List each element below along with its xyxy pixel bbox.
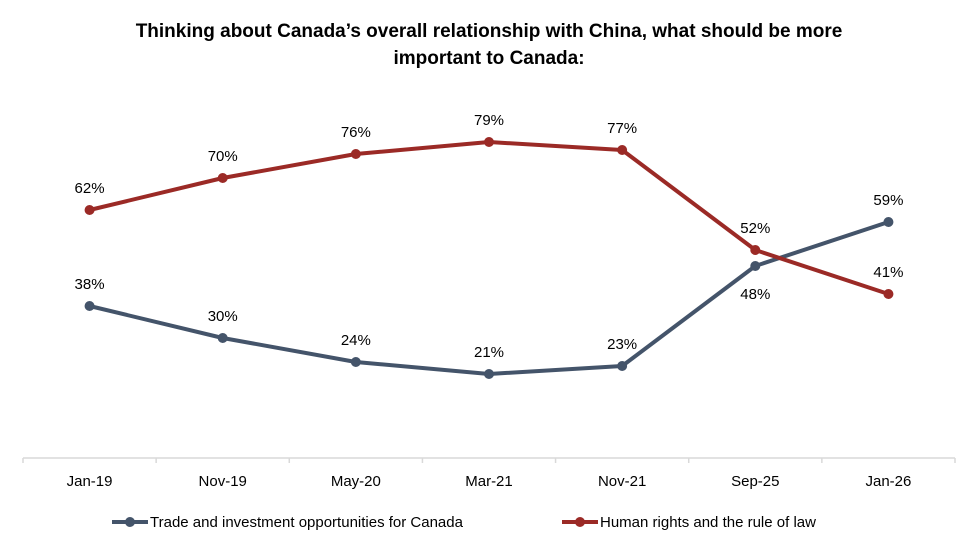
chart-title-line-1: Thinking about Canada’s overall relation… bbox=[135, 21, 843, 42]
x-tick-label: Jan-26 bbox=[865, 473, 911, 490]
x-tick-label: Mar-21 bbox=[465, 473, 513, 490]
data-point bbox=[84, 205, 95, 215]
data-label: 77% bbox=[607, 120, 637, 137]
chart-title-line-2: important to Canada: bbox=[393, 48, 585, 69]
data-label: 52% bbox=[740, 220, 770, 237]
x-tick-label: May-20 bbox=[331, 473, 381, 490]
data-point bbox=[617, 361, 628, 371]
x-axis: Jan-19 Nov-19 May-20 Mar-21 Nov-21 Sep-25 Jan-… bbox=[22, 457, 956, 490]
data-point bbox=[484, 137, 494, 147]
legend-swatch-marker bbox=[125, 517, 135, 527]
data-point bbox=[883, 289, 894, 299]
legend-item: Trade and investment opportunities for C… bbox=[112, 514, 464, 531]
data-label: 38% bbox=[75, 276, 105, 293]
data-point bbox=[750, 245, 761, 255]
x-tick-label: Jan-19 bbox=[67, 473, 113, 490]
data-label: 70% bbox=[208, 148, 238, 165]
data-point bbox=[217, 173, 228, 183]
x-tick-label: Nov-21 bbox=[598, 473, 646, 490]
data-label: 21% bbox=[474, 344, 504, 361]
data-point bbox=[883, 217, 894, 227]
x-tick-label: Sep-25 bbox=[731, 473, 779, 490]
data-label: 23% bbox=[607, 336, 637, 353]
data-label: 62% bbox=[75, 180, 105, 197]
data-label: 41% bbox=[873, 264, 903, 281]
series-trade bbox=[84, 217, 894, 379]
data-label: 76% bbox=[341, 124, 371, 141]
data-labels: 38% 30% 24% 21% 23% 48% 59% 62% 70% 76% 79% 77% 52% 4… bbox=[75, 112, 904, 361]
data-point bbox=[350, 357, 361, 367]
data-label: 48% bbox=[740, 286, 770, 303]
legend-swatch-marker bbox=[575, 517, 585, 527]
data-label: 79% bbox=[474, 112, 504, 129]
legend-label: Trade and investment opportunities for C… bbox=[150, 514, 464, 531]
series-layer bbox=[84, 137, 894, 379]
data-point bbox=[350, 149, 361, 159]
legend-item: Human rights and the rule of law bbox=[562, 514, 816, 531]
data-point bbox=[84, 301, 95, 311]
data-point bbox=[484, 369, 494, 379]
data-point bbox=[217, 333, 228, 343]
series-human-rights bbox=[84, 137, 894, 299]
data-label: 30% bbox=[208, 308, 238, 325]
data-label: 59% bbox=[873, 192, 903, 209]
legend-label: Human rights and the rule of law bbox=[600, 514, 816, 531]
chart-title: Thinking about Canada’s overall relation… bbox=[0, 18, 978, 72]
x-tick-label: Nov-19 bbox=[199, 473, 247, 490]
data-point bbox=[617, 145, 628, 155]
data-label: 24% bbox=[341, 332, 371, 349]
legend: Trade and investment opportunities for C… bbox=[112, 514, 816, 531]
data-point bbox=[750, 261, 761, 271]
